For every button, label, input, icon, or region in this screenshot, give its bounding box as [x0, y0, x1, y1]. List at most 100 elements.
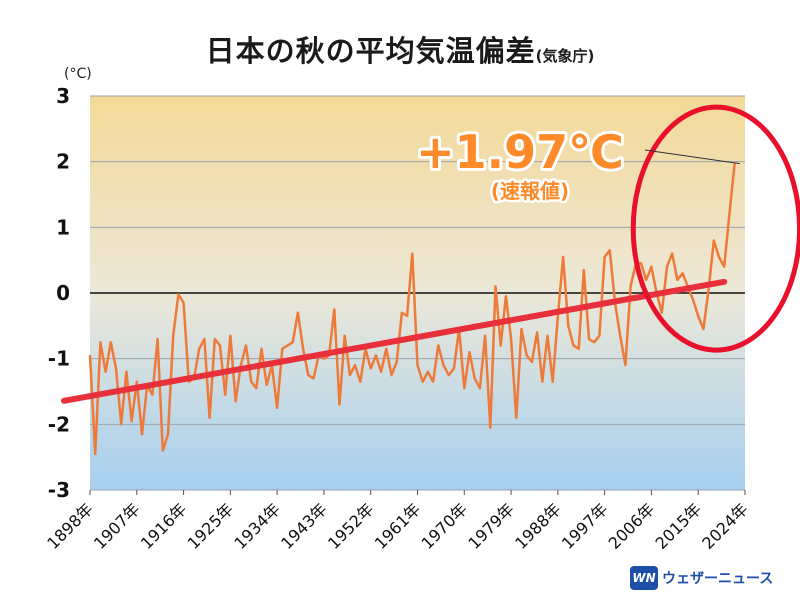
x-tick-label: 1943年: [277, 499, 331, 553]
data-point: [723, 265, 726, 268]
data-point: [354, 364, 356, 367]
data-point: [120, 423, 122, 426]
data-point: [104, 371, 107, 373]
data-point: [598, 334, 601, 337]
weathernews-logo: WN ウェザーニュース: [630, 566, 773, 590]
data-point: [89, 354, 91, 357]
data-point: [395, 361, 398, 363]
logo-mark: WN: [630, 566, 658, 590]
x-tick-label: 1916年: [137, 499, 191, 553]
title-main: 日本の秋の平均気温偏差: [205, 34, 536, 68]
x-tick-label: 1907年: [90, 499, 144, 553]
data-point: [593, 341, 596, 344]
x-tick-label: 1925年: [184, 499, 238, 553]
data-point: [666, 265, 668, 268]
data-point: [692, 298, 694, 301]
data-point: [338, 403, 341, 406]
data-point: [151, 393, 154, 396]
data-point: [250, 380, 252, 383]
data-point: [416, 364, 419, 367]
data-point: [276, 407, 278, 409]
data-point: [161, 449, 164, 452]
data-point: [281, 348, 284, 350]
data-point: [312, 377, 315, 380]
annotation-leader: [644, 149, 740, 165]
data-point: [224, 393, 226, 396]
data-point: [369, 367, 372, 370]
data-point: [551, 380, 554, 383]
data-point: [562, 256, 564, 258]
data-point: [499, 344, 502, 347]
data-point: [234, 400, 237, 403]
data-point: [707, 288, 710, 291]
data-point: [557, 315, 559, 317]
data-point: [624, 364, 627, 367]
data-point: [375, 354, 377, 357]
data-point: [609, 249, 611, 252]
data-point: [453, 367, 455, 370]
logo-text: ウェザーニュース: [662, 571, 774, 587]
trend-line: [61, 278, 728, 404]
data-point: [515, 416, 518, 419]
x-tick-label: 1997年: [558, 499, 612, 553]
data-point: [681, 272, 684, 275]
y-axis-unit: (°C): [64, 66, 92, 82]
data-point: [167, 433, 169, 435]
data-point: [177, 293, 180, 296]
data-point: [297, 311, 299, 314]
x-tick-label: 2015年: [651, 499, 705, 553]
data-point: [380, 371, 382, 373]
data-point: [728, 213, 731, 215]
data-point: [156, 338, 159, 340]
data-point: [494, 285, 497, 288]
data-point: [484, 334, 486, 337]
data-point: [99, 341, 102, 344]
data-point: [286, 344, 289, 347]
data-point: [447, 374, 450, 376]
data-point: [172, 334, 174, 337]
y-tick-label: 0: [56, 281, 70, 305]
data-point: [629, 285, 632, 288]
data-point: [359, 380, 362, 383]
data-point: [473, 377, 476, 380]
data-point: [343, 334, 346, 337]
data-point: [94, 453, 96, 455]
data-point: [697, 315, 700, 317]
data-point: [427, 371, 429, 373]
data-point: [713, 239, 715, 242]
data-point: [203, 338, 206, 340]
data-point: [208, 416, 211, 419]
data-point: [437, 344, 440, 347]
data-point: [421, 380, 424, 383]
data-point: [583, 269, 585, 271]
data-point: [567, 325, 570, 327]
data-point: [198, 348, 200, 350]
x-tick-label: 1970年: [418, 499, 472, 553]
data-point: [390, 374, 393, 376]
data-point: [411, 252, 414, 255]
data-point: [333, 308, 336, 311]
data-point: [115, 367, 117, 370]
data-point: [260, 348, 263, 350]
data-point: [541, 380, 544, 383]
data-point: [432, 380, 434, 383]
data-point: [619, 334, 622, 337]
data-point: [213, 338, 216, 340]
data-point: [603, 256, 606, 258]
data-point: [588, 338, 590, 340]
data-point: [702, 328, 705, 330]
data-point: [676, 279, 679, 281]
x-tick-label: 1961年: [371, 499, 425, 553]
data-point: [245, 344, 247, 347]
y-tick-label: -2: [48, 412, 70, 436]
x-tick-label: 1979年: [464, 499, 518, 553]
data-point: [479, 387, 481, 390]
data-point: [463, 387, 466, 390]
data-point: [385, 348, 388, 350]
y-tick-label: -1: [48, 347, 70, 371]
data-point: [489, 426, 492, 429]
data-point: [349, 374, 351, 376]
data-point: [577, 348, 580, 350]
